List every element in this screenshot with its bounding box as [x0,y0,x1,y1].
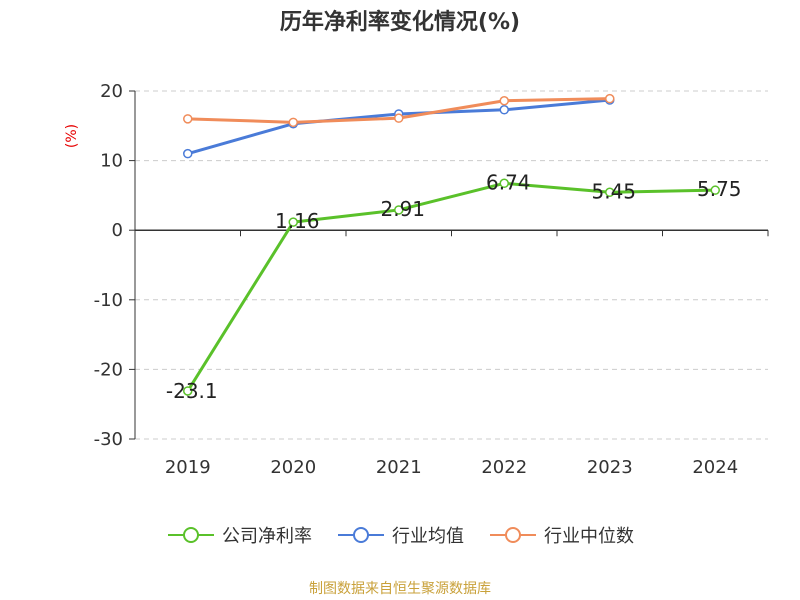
y-tick-label: -10 [94,290,123,311]
y-tick-label: -30 [94,429,123,450]
data-point [183,114,193,124]
series-line [186,181,716,392]
data-point [499,105,509,115]
legend-label-industry-median: 行业中位数 [544,526,634,547]
series-line [187,98,610,156]
x-tick-label: 2019 [165,457,211,478]
data-point [499,95,509,106]
data-point [710,185,720,195]
data-point [394,205,404,215]
legend-item-industry-mean[interactable]: 行业均值 [336,522,464,548]
legend-label-company: 公司净利率 [222,526,312,547]
legend-marker-industry-mean [338,527,384,543]
legend-marker-company [168,527,214,543]
data-label: 5.45 [591,179,636,203]
x-tick-label: 2023 [587,457,633,478]
data-label: 1.16 [275,209,320,233]
data-point [183,386,193,396]
data-label: 6.74 [486,170,531,194]
legend-item-company-net-margin[interactable]: 公司净利率 [166,522,312,548]
y-tick-label: 20 [100,81,123,102]
data-point [499,178,509,189]
data-point [183,148,193,159]
y-tick-label: -20 [94,359,123,380]
data-point [605,93,615,104]
data-point [394,113,404,123]
data-label: -23.1 [166,379,218,403]
legend-item-industry-median[interactable]: 行业中位数 [488,522,634,548]
source-note: 制图数据来自恒生聚源数据库 [309,581,491,597]
x-tick-label: 2022 [481,457,527,478]
y-tick-label: 0 [112,220,123,241]
data-point [605,187,615,198]
data-label: 5.75 [697,177,742,201]
x-tick-label: 2024 [692,457,738,478]
data-label: 2.91 [380,197,425,221]
chart-title: 历年净利率变化情况(%) [279,10,521,35]
legend: 公司净利率 行业均值 行业中位数 [0,522,800,548]
legend-marker-industry-median [490,527,536,543]
data-point [288,217,298,227]
x-tick-label: 2021 [376,457,422,478]
x-tick-label: 2020 [270,457,316,478]
y-tick-label: 10 [100,151,123,172]
legend-label-industry-mean: 行业均值 [392,526,464,547]
data-point [288,117,298,128]
